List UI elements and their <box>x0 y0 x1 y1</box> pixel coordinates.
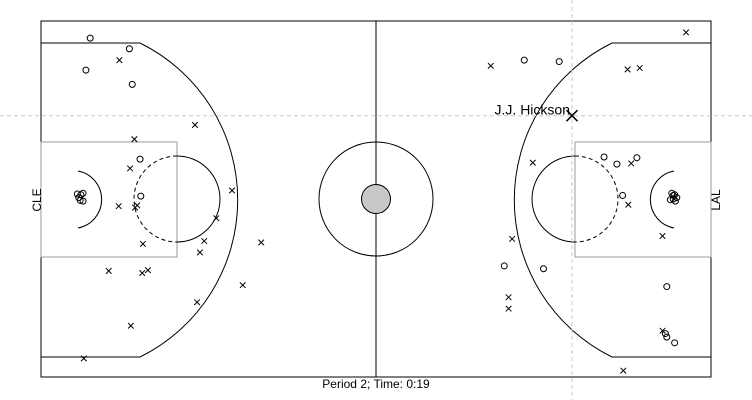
shot-marker-circle <box>500 262 508 270</box>
shot-marker-circle <box>671 197 679 205</box>
shot-marker-x <box>134 202 141 209</box>
shot-marker-circle <box>79 197 87 205</box>
shot-marker-x <box>196 249 204 256</box>
shot-marker-x <box>139 240 147 248</box>
shot-marker-x <box>628 160 635 167</box>
left-three-point-line <box>41 42 239 358</box>
shot-marker-x <box>620 367 627 374</box>
shot-marker-x <box>115 202 122 210</box>
shot-marker-x <box>191 121 199 129</box>
shot-marker-x <box>625 201 632 208</box>
shot-marker-circle <box>663 283 671 291</box>
shot-marker-x <box>682 29 690 36</box>
shot-marker-x <box>80 355 87 362</box>
shot-marker-x <box>505 305 512 312</box>
shot-marker-x <box>659 327 666 334</box>
shot-marker-circle <box>671 339 679 347</box>
shot-marker-x <box>636 64 643 72</box>
shot-marker-circle <box>633 154 641 162</box>
shot-marker-x <box>487 62 494 70</box>
period-time-caption: Period 2; Time: 0:19 <box>322 377 430 391</box>
right-team-label: LAL <box>709 189 723 211</box>
shot-marker-circle <box>619 191 627 199</box>
shot-marker-x <box>144 267 152 274</box>
shot-marker-x <box>139 269 146 277</box>
shot-marker-x <box>127 322 134 329</box>
highlighted-player-marker <box>565 109 579 122</box>
left-free-throw-circle-bottom <box>133 155 178 243</box>
shot-marker-x <box>131 136 138 143</box>
shot-marker-circle <box>128 80 136 88</box>
shot-marker-circle <box>661 330 669 338</box>
right-three-point-line <box>513 42 711 358</box>
shot-marker-x <box>126 165 134 172</box>
right-key <box>574 141 712 258</box>
left-key <box>40 141 178 258</box>
shot-marker-x <box>505 294 512 301</box>
highlighted-player-label: J.J. Hickson <box>495 102 570 118</box>
shot-marker-circle <box>520 56 528 64</box>
right-restricted-arc <box>649 170 675 229</box>
shot-marker-x <box>228 187 236 194</box>
shot-marker-circle <box>613 160 621 168</box>
center-circle-inner <box>361 184 391 214</box>
shot-marker-x <box>508 235 516 243</box>
shot-marker-circle <box>79 189 87 197</box>
shot-marker-x <box>529 159 536 166</box>
shot-marker-circle <box>76 196 84 204</box>
right-free-throw-circle-top <box>531 155 576 243</box>
shot-marker-circle <box>669 195 677 203</box>
shot-marker-x <box>193 299 201 306</box>
shot-marker-x <box>213 215 220 222</box>
shot-marker-circle <box>125 45 133 53</box>
shot-marker-x <box>659 232 666 240</box>
highlighted-player-x <box>565 109 579 122</box>
shot-marker-circle <box>663 333 671 341</box>
shot-marker-x <box>624 66 631 73</box>
shot-marker-circle <box>555 58 563 66</box>
shot-marker-circle <box>73 190 81 198</box>
right-free-throw-circle-bottom <box>574 155 619 243</box>
shot-marker-x <box>105 267 112 275</box>
shot-marker-circle <box>600 153 608 161</box>
shot-marker-x <box>258 239 265 246</box>
shot-marker-circle <box>136 155 144 163</box>
shot-marker-x <box>239 281 246 289</box>
shot-marker-x <box>201 237 208 245</box>
left-restricted-arc <box>77 170 103 229</box>
left-team-label: CLE <box>30 188 44 211</box>
center-circle-outer <box>318 141 434 257</box>
shot-marker-circle <box>540 265 547 273</box>
shot-marker-circle <box>137 192 145 200</box>
shot-marker-circle <box>673 194 681 202</box>
shot-marker-x <box>116 57 123 64</box>
shot-marker-circle <box>82 66 90 74</box>
shot-marker-circle <box>86 34 94 42</box>
left-free-throw-circle-top <box>176 155 221 243</box>
